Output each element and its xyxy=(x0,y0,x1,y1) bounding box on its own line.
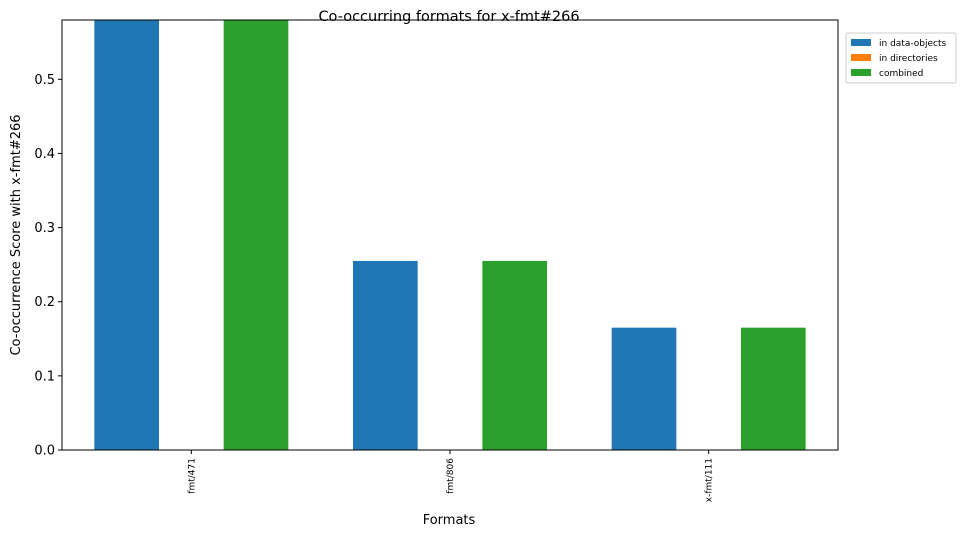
legend-label: combined xyxy=(879,69,923,79)
y-tick-label: 0.5 xyxy=(34,73,55,88)
legend-label: in data-objects xyxy=(879,39,946,49)
chart-title: Co-occurring formats for x-fmt#266 xyxy=(318,9,579,25)
legend-frame xyxy=(845,32,957,84)
x-tick-label: fmt/806 xyxy=(446,458,456,494)
x-tick-label: fmt/471 xyxy=(187,458,197,494)
y-tick-label: 0.4 xyxy=(34,147,55,162)
x-tick-label: x-fmt/111 xyxy=(705,458,715,502)
bar-in-data-objects-fmt-806 xyxy=(353,260,418,450)
y-tick-label: 0.2 xyxy=(34,295,55,310)
legend-swatch xyxy=(851,69,871,76)
legend-swatch xyxy=(851,39,871,46)
bar-in-data-objects-fmt-471 xyxy=(94,20,159,450)
x-axis-label: Formats xyxy=(423,513,476,528)
bar-in-data-objects-x-fmt-111 xyxy=(611,327,677,450)
bar-combined-x-fmt-111 xyxy=(741,327,806,450)
x-axis: fmt/471 fmt/806 x-fmt/111 xyxy=(187,450,715,502)
plot-frame xyxy=(61,19,839,451)
legend-label: in directories xyxy=(879,54,938,64)
y-tick-label: 0.1 xyxy=(34,369,55,384)
y-axis: 0.0 0.1 0.2 0.3 0.4 0.5 xyxy=(34,73,62,459)
legend-swatch xyxy=(851,54,871,61)
bars-group xyxy=(94,20,806,450)
legend: in data-objects in directories combined xyxy=(845,32,957,84)
bar-combined-fmt-471 xyxy=(223,20,289,450)
bar-combined-fmt-806 xyxy=(482,260,547,450)
y-tick-label: 0.3 xyxy=(34,221,55,236)
y-tick-label: 0.0 xyxy=(34,444,55,459)
y-axis-label: Co-occurrence Score with x-fmt#266 xyxy=(9,114,24,355)
